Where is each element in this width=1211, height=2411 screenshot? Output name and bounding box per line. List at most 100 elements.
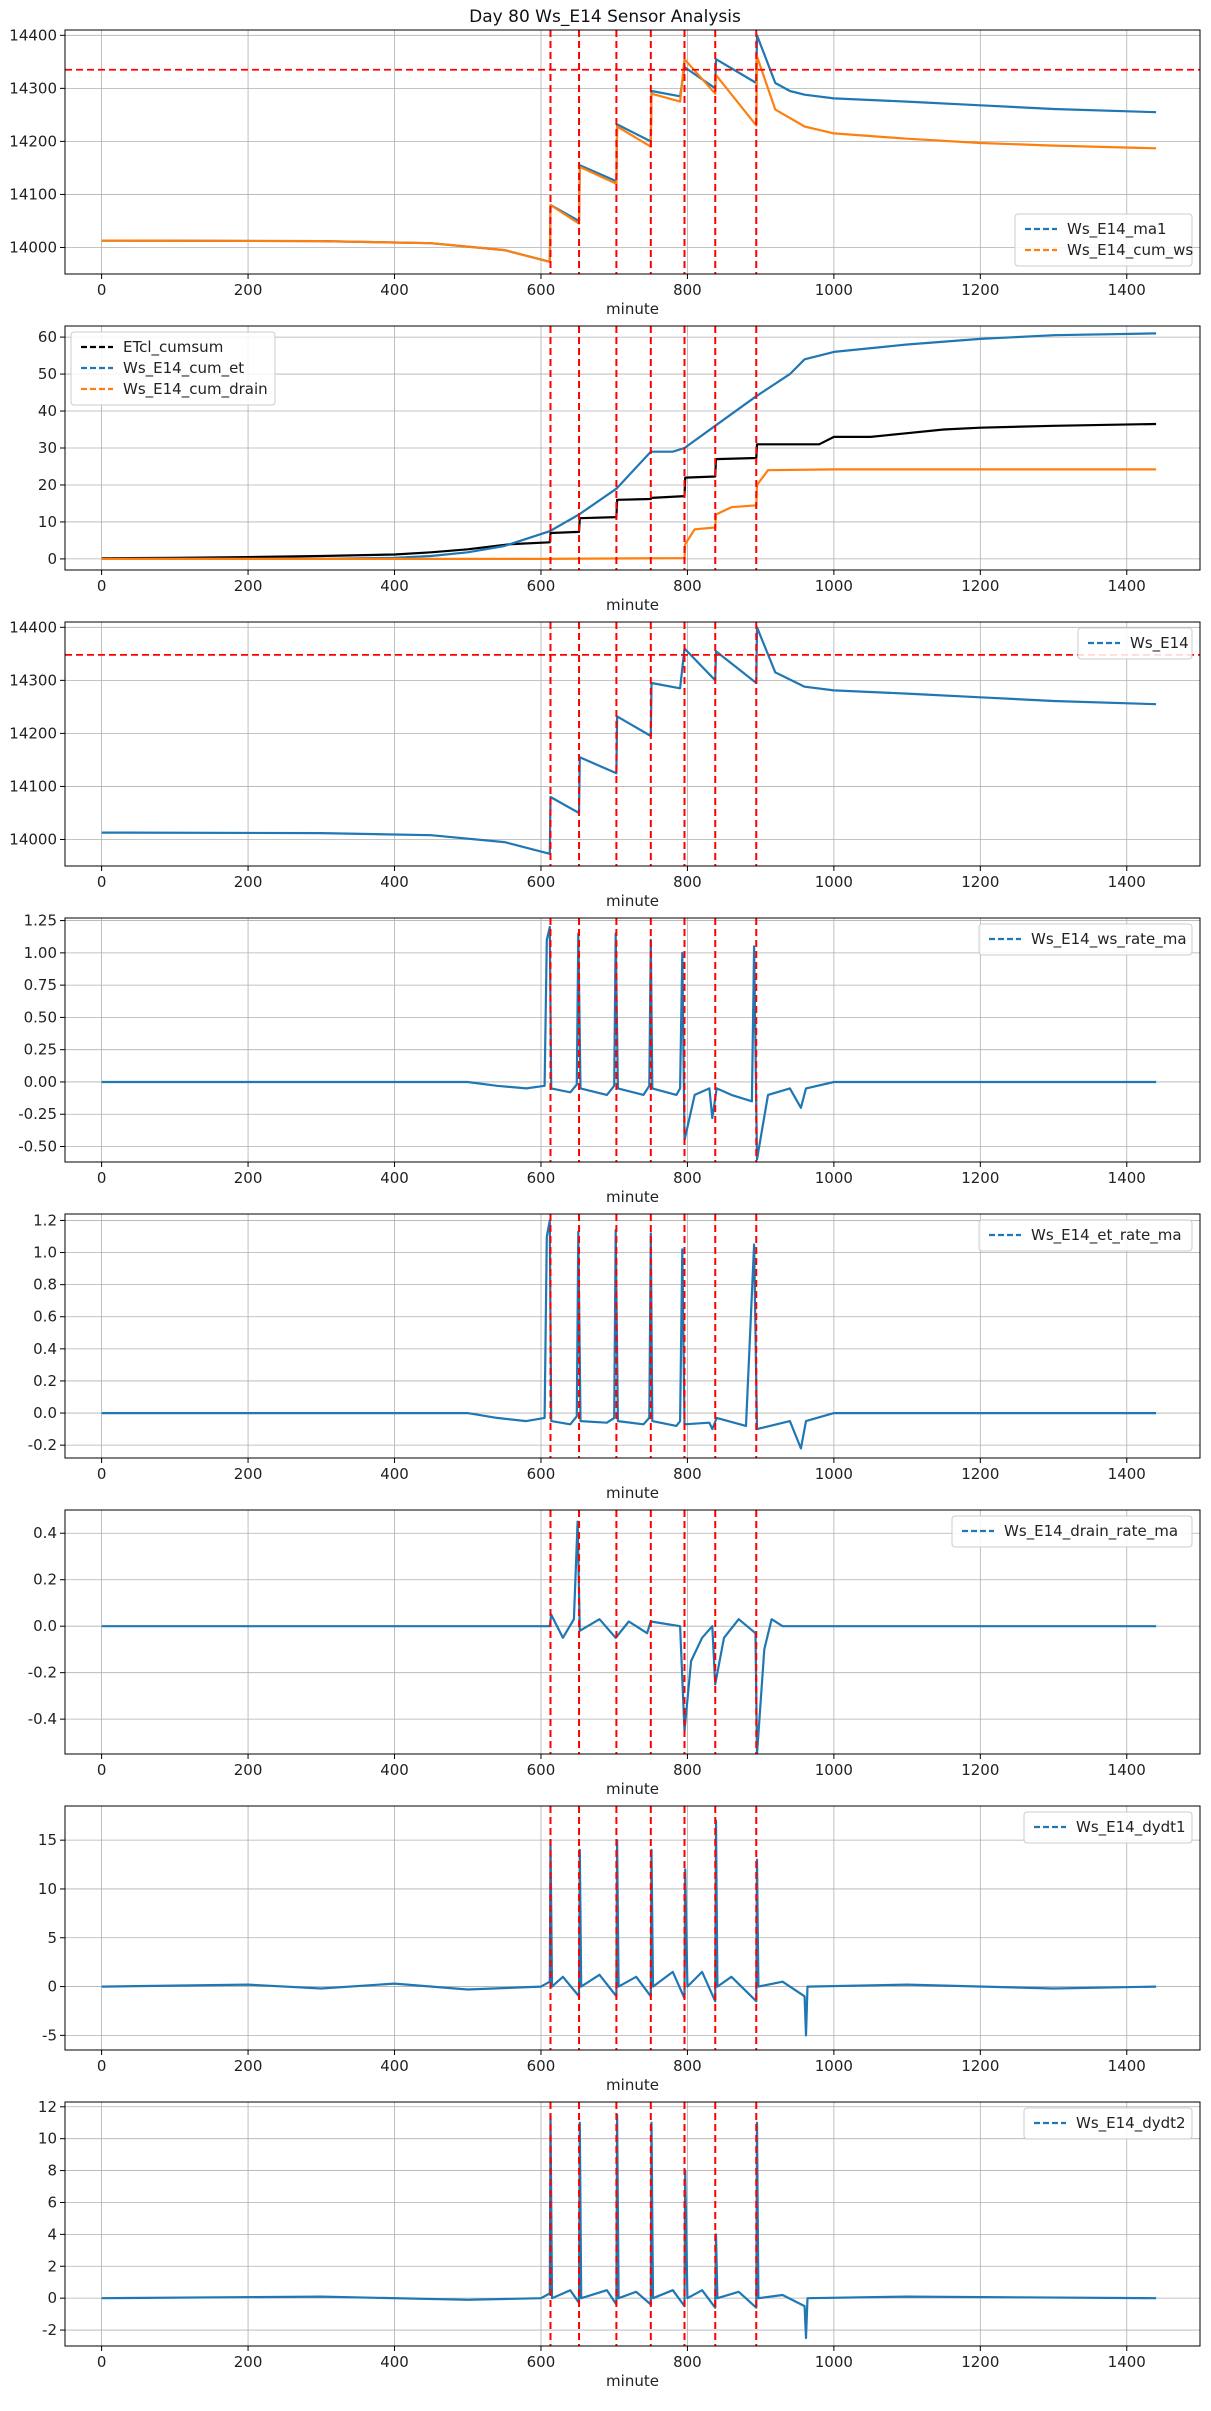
y-tick-label: 4 <box>47 2225 57 2243</box>
legend-label: Ws_E14_ws_rate_ma <box>1031 930 1187 949</box>
legend-label: ETcl_cumsum <box>123 338 223 357</box>
x-tick-label: 800 <box>673 1761 702 1779</box>
x-tick-label: 1200 <box>961 873 999 891</box>
y-tick-label: 0.0 <box>33 1617 57 1635</box>
series-line-Ws_E14_cum_ws <box>101 55 1157 263</box>
chart-panel-3: 0 200 400 600 800 1000 1200 1400 14000 14100 14200… <box>9 618 1201 910</box>
x-tick-label: 0 <box>97 1169 107 1187</box>
y-tick-label: 1.2 <box>33 1211 57 1229</box>
x-tick-label: 600 <box>527 281 556 299</box>
x-tick-label: 0 <box>97 2057 107 2075</box>
x-axis-label: minute <box>606 1484 659 1502</box>
x-tick-label: 1400 <box>1108 2057 1146 2075</box>
x-tick-label: 1400 <box>1108 281 1146 299</box>
x-tick-label: 1200 <box>961 577 999 595</box>
figure-title: Day 80 Ws_E14 Sensor Analysis <box>469 7 741 27</box>
x-tick-label: 1400 <box>1108 1465 1146 1483</box>
plot-area <box>101 1806 1157 2050</box>
x-tick-label: 1000 <box>815 1465 853 1483</box>
y-tick-label: 1.00 <box>24 944 57 962</box>
x-tick-label: 1000 <box>815 1169 853 1187</box>
y-tick-label: 40 <box>38 402 57 420</box>
y-tick-label: 14300 <box>9 671 57 689</box>
plot-area <box>101 918 1157 1162</box>
y-tick-label: 14200 <box>9 132 57 150</box>
legend-label: Ws_E14_cum_drain <box>123 380 268 399</box>
series-line-Ws_E14_cum_drain <box>101 468 1157 560</box>
x-tick-label: 200 <box>234 873 263 891</box>
legend-label: Ws_E14_ma1 <box>1067 220 1167 239</box>
x-axis-label: minute <box>606 2076 659 2094</box>
x-tick-label: 200 <box>234 1465 263 1483</box>
legend: Ws_E14_ma1 Ws_E14_cum_ws <box>1014 213 1193 267</box>
x-tick-label: 600 <box>527 1465 556 1483</box>
chart-panel-6: 0 200 400 600 800 1000 1200 1400 -0.4 -0.2 0.0 0.2 0… <box>28 1509 1201 1798</box>
x-tick-label: 800 <box>673 1169 702 1187</box>
x-tick-label: 1400 <box>1108 1761 1146 1779</box>
y-tick-label: -0.25 <box>18 1105 57 1123</box>
y-tick-label: 0 <box>47 2289 57 2307</box>
y-tick-label: 0.00 <box>24 1073 57 1091</box>
axes-frame <box>64 1509 1201 1755</box>
legend-label: Ws_E14_drain_rate_ma <box>1004 1522 1178 1541</box>
chart-panel-1: 0 200 400 600 800 1000 1200 1400 14000 14100 14200… <box>9 26 1201 318</box>
x-tick-label: 600 <box>527 1761 556 1779</box>
x-axis-label: minute <box>606 892 659 910</box>
x-tick-label: 1000 <box>815 577 853 595</box>
legend-box <box>70 331 276 406</box>
chart-panel-5: 0 200 400 600 800 1000 1200 1400 -0.2 0.0 0.2 0.4 0.… <box>28 1211 1201 1502</box>
x-tick-label: 200 <box>234 281 263 299</box>
axes-frame <box>64 621 1201 867</box>
y-tick-label: 5 <box>47 1929 57 1947</box>
y-tick-label: -0.2 <box>28 1664 57 1682</box>
chart-panel-7: 0 200 400 600 800 1000 1200 1400 -5 0 5 10 15 minute W… <box>38 1805 1201 2094</box>
x-tick-label: 1000 <box>815 1761 853 1779</box>
x-tick-label: 1200 <box>961 1169 999 1187</box>
legend-label: Ws_E14_dydt1 <box>1076 1818 1186 1837</box>
plot-area <box>65 30 1200 274</box>
x-tick-label: 1200 <box>961 281 999 299</box>
x-tick-label: 400 <box>380 1169 409 1187</box>
y-tick-label: -0.50 <box>18 1138 57 1156</box>
plot-area <box>101 1510 1157 1754</box>
legend: Ws_E14_dydt2 <box>1023 2107 1193 2140</box>
x-tick-label: 400 <box>380 577 409 595</box>
series-line-Ws_E14_ws_rate_ma <box>101 925 1157 1161</box>
x-tick-label: 1400 <box>1108 873 1146 891</box>
y-tick-label: -5 <box>42 2026 57 2044</box>
x-tick-label: 200 <box>234 2057 263 2075</box>
y-tick-label: 0.75 <box>24 976 57 994</box>
x-tick-label: 1400 <box>1108 577 1146 595</box>
x-tick-label: 0 <box>97 873 107 891</box>
x-tick-label: 800 <box>673 873 702 891</box>
y-tick-label: 0.0 <box>33 1404 57 1422</box>
axes-frame <box>64 1805 1201 2051</box>
series-line-Ws_E14 <box>101 626 1157 855</box>
x-tick-label: 200 <box>234 1169 263 1187</box>
y-tick-label: 14100 <box>9 777 57 795</box>
y-tick-label: 8 <box>47 2162 57 2180</box>
chart-panel-4: 0 200 400 600 800 1000 1200 1400 -0.50 -0.25 0.00 0… <box>18 912 1201 1206</box>
chart-panels: 0 200 400 600 800 1000 1200 1400140001410014200… <box>9 26 1201 2390</box>
x-tick-label: 600 <box>527 577 556 595</box>
x-tick-label: 0 <box>97 1465 107 1483</box>
series-line-Ws_E14_cum_et <box>101 332 1157 560</box>
legend: Ws_E14_et_rate_ma <box>978 1219 1193 1252</box>
plot-area <box>101 2102 1157 2346</box>
x-tick-label: 0 <box>97 577 107 595</box>
x-tick-label: 200 <box>234 2353 263 2371</box>
x-tick-label: 1000 <box>815 2057 853 2075</box>
x-tick-label: 1200 <box>961 1761 999 1779</box>
y-tick-label: 6 <box>47 2193 57 2211</box>
y-tick-label: 30 <box>38 439 57 457</box>
y-tick-label: -2 <box>42 2321 57 2339</box>
axes-frame <box>64 2101 1201 2347</box>
legend: Ws_E14_ws_rate_ma <box>978 923 1193 956</box>
y-tick-label: 10 <box>38 513 57 531</box>
chart-panel-2: 0 200 400 600 800 1000 1200 1400 0 10 20 30 40 50 60 mi… <box>38 325 1201 614</box>
y-tick-label: -0.2 <box>28 1436 57 1454</box>
x-tick-label: 600 <box>527 2057 556 2075</box>
axes-frame <box>64 917 1201 1163</box>
y-tick-label: 0.50 <box>24 1008 57 1026</box>
